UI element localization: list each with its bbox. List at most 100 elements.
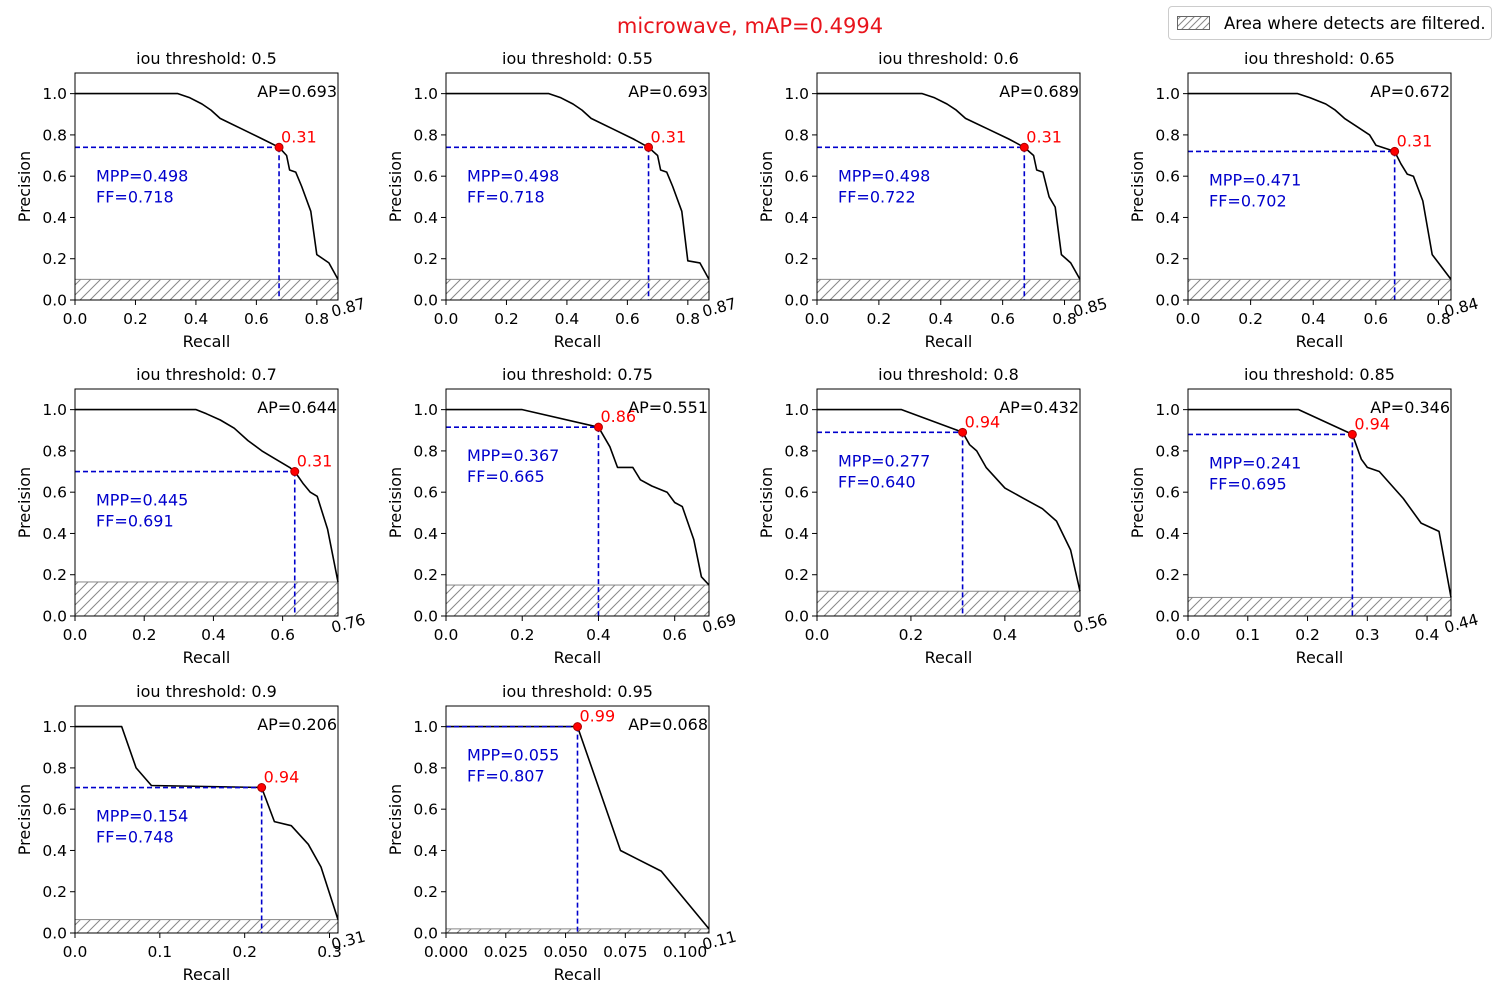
x-tick-label: 0.6 bbox=[662, 626, 687, 644]
ff-label: FF=0.691 bbox=[96, 512, 174, 531]
y-tick-label: 0.2 bbox=[413, 883, 438, 901]
axes-frame bbox=[445, 72, 710, 301]
x-tick-label: 0.050 bbox=[543, 943, 587, 961]
x-tick-label: 0.6 bbox=[615, 310, 640, 328]
ff-label: FF=0.718 bbox=[96, 187, 174, 206]
y-tick-label: 1.0 bbox=[42, 718, 67, 736]
x-tick-label: 0.0 bbox=[805, 310, 830, 328]
threshold-label: 0.94 bbox=[264, 768, 300, 787]
x-tick-label: 0.000 bbox=[424, 943, 468, 961]
y-tick-label: 0.6 bbox=[413, 168, 438, 186]
subplot-title: iou threshold: 0.75 bbox=[502, 365, 653, 384]
x-axis-label: Recall bbox=[925, 648, 973, 667]
operating-point bbox=[274, 142, 284, 152]
y-tick-label: 0.4 bbox=[413, 842, 438, 860]
x-axis-label: Recall bbox=[925, 332, 973, 351]
mpp-label: MPP=0.498 bbox=[467, 166, 559, 185]
threshold-label: 0.94 bbox=[1354, 414, 1390, 433]
filtered-area bbox=[816, 590, 1081, 617]
pr-panel-5: 0.31 AP=0.644 MPP=0.445 FF=0.691 0.0 0.2 0.4 0.… bbox=[15, 365, 367, 667]
x-tick-label: 0.3 bbox=[1355, 626, 1380, 644]
x-axis-label: Recall bbox=[183, 965, 231, 984]
mpp-label: MPP=0.367 bbox=[467, 446, 559, 465]
y-axis-label: Precision bbox=[757, 151, 776, 222]
y-tick-label: 0.0 bbox=[42, 608, 67, 626]
ap-label: AP=0.693 bbox=[628, 82, 708, 101]
y-tick-label: 0.8 bbox=[413, 126, 438, 144]
y-tick-label: 0.6 bbox=[42, 168, 67, 186]
y-axis-label: Precision bbox=[386, 784, 405, 855]
x-tick-label: 0.100 bbox=[663, 943, 707, 961]
subplot-title: iou threshold: 0.55 bbox=[502, 49, 653, 68]
x-tick-label: 0.4 bbox=[1301, 310, 1326, 328]
y-tick-label: 1.0 bbox=[1155, 401, 1180, 419]
y-axis-label: Precision bbox=[757, 467, 776, 538]
y-tick-label: 0.0 bbox=[42, 292, 67, 310]
ap-label: AP=0.346 bbox=[1370, 398, 1450, 417]
x-tick-label: 0.0 bbox=[63, 943, 88, 961]
x-tick-label: 0.4 bbox=[586, 626, 611, 644]
x-tick-label: 0.8 bbox=[676, 310, 701, 328]
y-axis-label: Precision bbox=[1128, 151, 1147, 222]
figure-title: microwave, mAP=0.4994 bbox=[616, 14, 884, 38]
subplot-title: iou threshold: 0.6 bbox=[878, 49, 1019, 68]
x-tick-label: 0.0 bbox=[63, 626, 88, 644]
y-tick-label: 0.2 bbox=[784, 250, 809, 268]
legend: Area where detects are filtered. bbox=[1168, 6, 1492, 40]
threshold-label: 0.31 bbox=[1026, 127, 1062, 146]
threshold-label: 0.99 bbox=[580, 707, 616, 726]
pr-curve bbox=[1188, 408, 1452, 598]
subplot-title: iou threshold: 0.9 bbox=[136, 682, 277, 701]
y-tick-label: 0.6 bbox=[784, 484, 809, 502]
x-tick-label: 0.6 bbox=[244, 310, 269, 328]
pr-curve bbox=[1188, 92, 1452, 280]
x-tick-label: 0.4 bbox=[201, 626, 226, 644]
ff-label: FF=0.640 bbox=[838, 472, 916, 491]
y-tick-label: 0.2 bbox=[1155, 250, 1180, 268]
ap-label: AP=0.206 bbox=[257, 715, 337, 734]
x-tick-label: 0.6 bbox=[270, 626, 295, 644]
axes-frame bbox=[1187, 388, 1452, 617]
x-tick-label: 0.4 bbox=[928, 310, 953, 328]
ap-label: AP=0.432 bbox=[999, 398, 1079, 417]
ff-label: FF=0.695 bbox=[1209, 474, 1287, 493]
x-tick-label: 0.2 bbox=[1238, 310, 1263, 328]
axes-frame bbox=[74, 388, 339, 617]
mpp-label: MPP=0.154 bbox=[96, 807, 188, 826]
filtered-area bbox=[445, 278, 710, 301]
mpp-label: MPP=0.241 bbox=[1209, 453, 1301, 472]
ff-label: FF=0.702 bbox=[1209, 191, 1287, 210]
y-tick-label: 0.4 bbox=[784, 209, 809, 227]
threshold-label: 0.86 bbox=[600, 407, 636, 426]
y-tick-label: 0.8 bbox=[784, 126, 809, 144]
y-tick-label: 0.2 bbox=[1155, 566, 1180, 584]
ap-label: AP=0.689 bbox=[999, 82, 1079, 101]
y-axis-label: Precision bbox=[15, 784, 34, 855]
y-tick-label: 0.8 bbox=[784, 442, 809, 460]
y-tick-label: 0.0 bbox=[413, 925, 438, 943]
y-tick-label: 0.0 bbox=[1155, 292, 1180, 310]
ff-label: FF=0.718 bbox=[467, 187, 545, 206]
threshold-label: 0.31 bbox=[1397, 131, 1433, 150]
x-tick-label: 0.2 bbox=[867, 310, 892, 328]
mpp-label: MPP=0.277 bbox=[838, 451, 930, 470]
y-tick-label: 0.2 bbox=[784, 566, 809, 584]
ap-label: AP=0.551 bbox=[628, 398, 708, 417]
x-tick-label: 0.8 bbox=[1052, 310, 1077, 328]
ff-label: FF=0.807 bbox=[467, 767, 545, 786]
operating-point bbox=[644, 142, 654, 152]
x-axis-label: Recall bbox=[183, 332, 231, 351]
x-tick-label: 0.3 bbox=[317, 943, 342, 961]
x-axis-label: Recall bbox=[554, 965, 602, 984]
y-axis-label: Precision bbox=[15, 151, 34, 222]
y-tick-label: 0.8 bbox=[1155, 442, 1180, 460]
threshold-label: 0.31 bbox=[651, 127, 687, 146]
hatch-swatch-icon bbox=[1177, 16, 1210, 30]
x-tick-label: 0.075 bbox=[603, 943, 647, 961]
y-tick-label: 1.0 bbox=[42, 85, 67, 103]
y-tick-label: 0.6 bbox=[1155, 168, 1180, 186]
y-tick-label: 1.0 bbox=[42, 401, 67, 419]
y-tick-label: 0.6 bbox=[784, 168, 809, 186]
